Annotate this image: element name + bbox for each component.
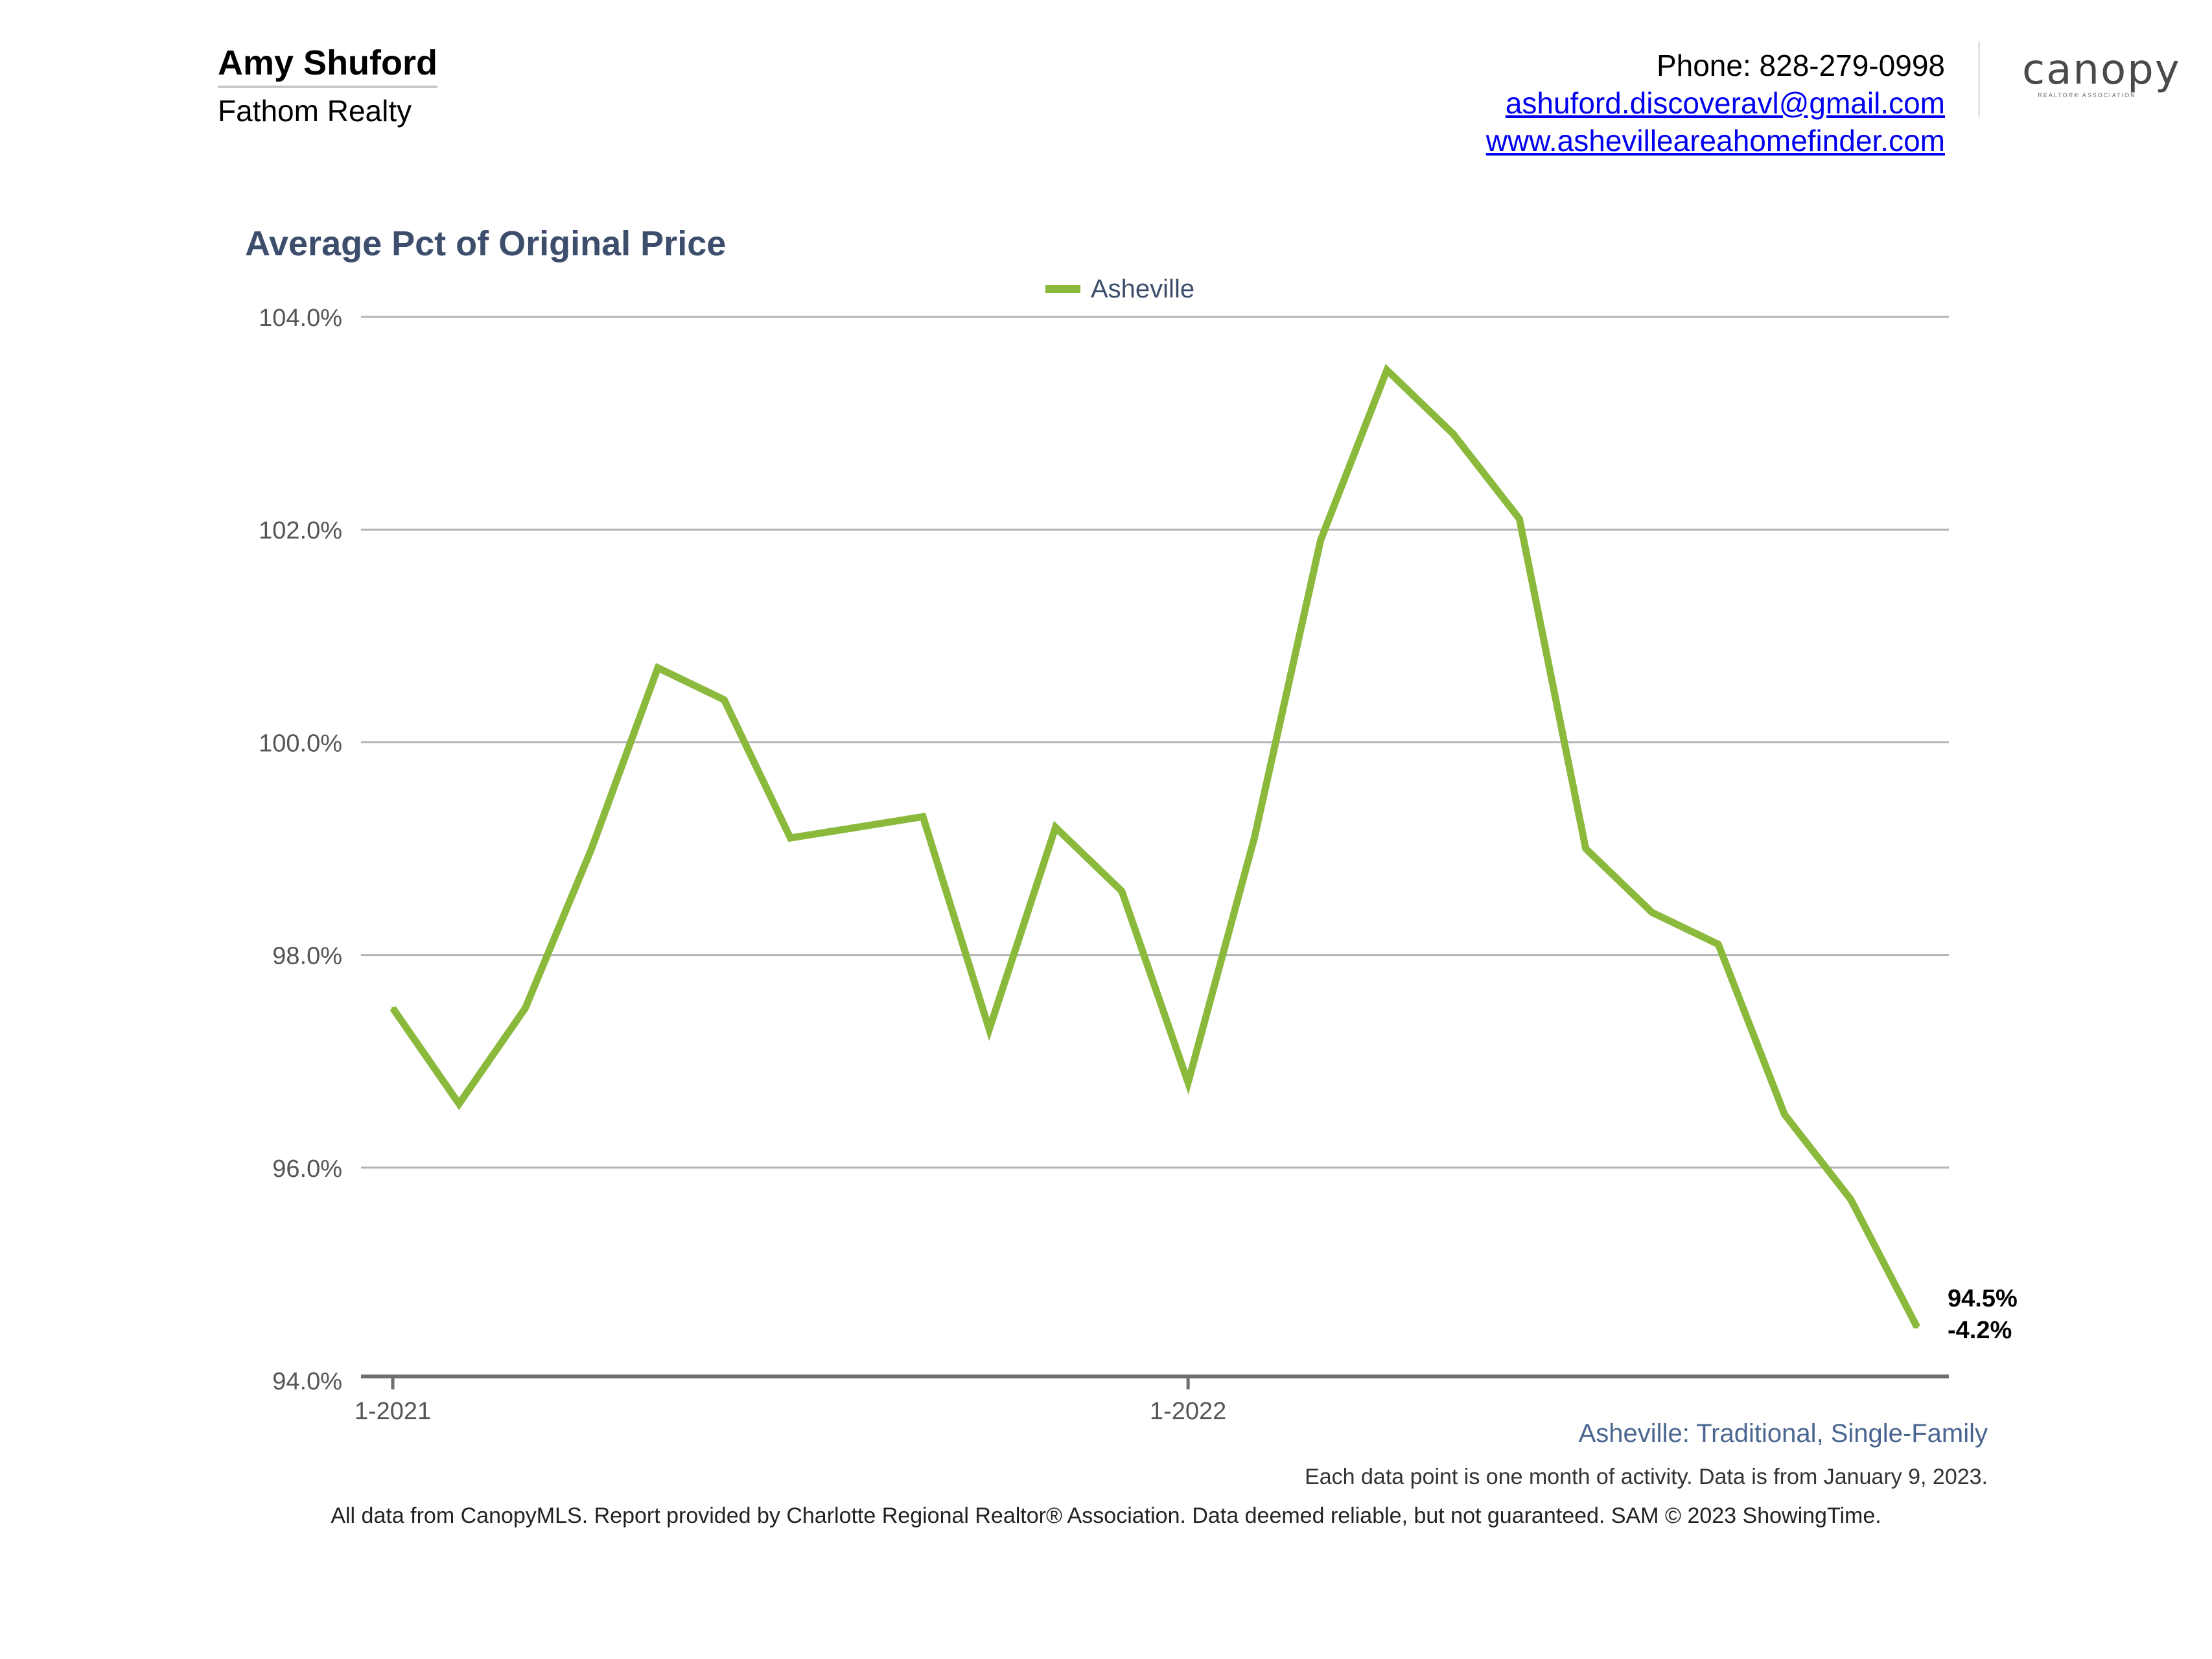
grid-lines xyxy=(361,316,1949,1378)
series-layer xyxy=(390,364,1920,1329)
data-point xyxy=(1385,369,1388,372)
phone-number: Phone: 828-279-0998 xyxy=(1656,49,1945,82)
agent-name: Amy Shuford xyxy=(218,43,438,88)
end-value-label: 94.5% xyxy=(1948,1285,2018,1312)
data-point xyxy=(855,826,858,829)
y-tick-label: 102.0% xyxy=(259,517,342,544)
data-point xyxy=(1916,1325,1918,1328)
series-line-asheville xyxy=(390,364,1920,1329)
contact-info: Phone: 828-279-0998 ashuford.discoveravl… xyxy=(1486,47,1945,159)
data-point xyxy=(723,698,726,701)
data-point xyxy=(458,1102,461,1106)
data-point xyxy=(1120,890,1123,893)
data-point xyxy=(922,815,925,818)
end-change-label: -4.2% xyxy=(1948,1317,2012,1344)
data-point xyxy=(1650,911,1653,914)
y-tick-label: 104.0% xyxy=(259,305,342,332)
x-axis-ticks: 1-2021 1-2022 xyxy=(355,1376,1226,1425)
y-axis-ticks: 94.0% 96.0% 98.0% 100.0% 102.0% 104.0% xyxy=(259,305,342,1395)
data-point xyxy=(590,847,593,850)
legend: Asheville xyxy=(1045,275,1194,303)
y-tick-label: 98.0% xyxy=(272,943,342,970)
y-tick-label: 100.0% xyxy=(259,730,342,757)
disclaimer: All data from CanopyMLS. Report provided… xyxy=(331,1503,1881,1528)
agent-company: Fathom Realty xyxy=(218,94,412,128)
website-link[interactable]: www.ashevilleareahomefinder.com xyxy=(1485,124,1945,157)
legend-label: Asheville xyxy=(1091,275,1194,303)
chart-title: Average Pct of Original Price xyxy=(245,224,727,263)
data-point xyxy=(1849,1198,1852,1201)
data-point xyxy=(1054,826,1057,829)
data-point xyxy=(1253,837,1256,840)
logo-subtext: REALTOR® ASSOCIATION xyxy=(2038,92,2136,99)
logo-wordmark: canopy xyxy=(2022,46,2181,94)
data-point xyxy=(524,1006,527,1010)
data-point xyxy=(789,837,792,840)
x-tick-label: 1-2022 xyxy=(1150,1398,1226,1425)
x-tick-label: 1-2021 xyxy=(355,1398,431,1425)
y-tick-label: 94.0% xyxy=(272,1368,342,1395)
header-divider xyxy=(1978,41,1980,117)
data-point xyxy=(1319,539,1322,542)
email-link[interactable]: ashuford.discoveravl@gmail.com xyxy=(1505,86,1945,120)
data-point xyxy=(1783,1113,1786,1116)
canopy-logo: canopy REALTOR® ASSOCIATION xyxy=(2022,46,2181,108)
data-point xyxy=(657,666,660,669)
series-description: Asheville: Traditional, Single-Family xyxy=(1578,1419,1988,1448)
data-point xyxy=(1452,432,1455,435)
data-point xyxy=(1584,847,1587,850)
data-point xyxy=(391,1006,394,1010)
end-label: 94.5% -4.2% xyxy=(1948,1285,2018,1344)
data-point xyxy=(988,1028,991,1031)
data-point xyxy=(1717,943,1720,946)
y-tick-label: 96.0% xyxy=(272,1155,342,1183)
data-point xyxy=(1187,1081,1190,1084)
data-point xyxy=(1518,517,1521,520)
data-note: Each data point is one month of activity… xyxy=(1305,1465,1988,1489)
